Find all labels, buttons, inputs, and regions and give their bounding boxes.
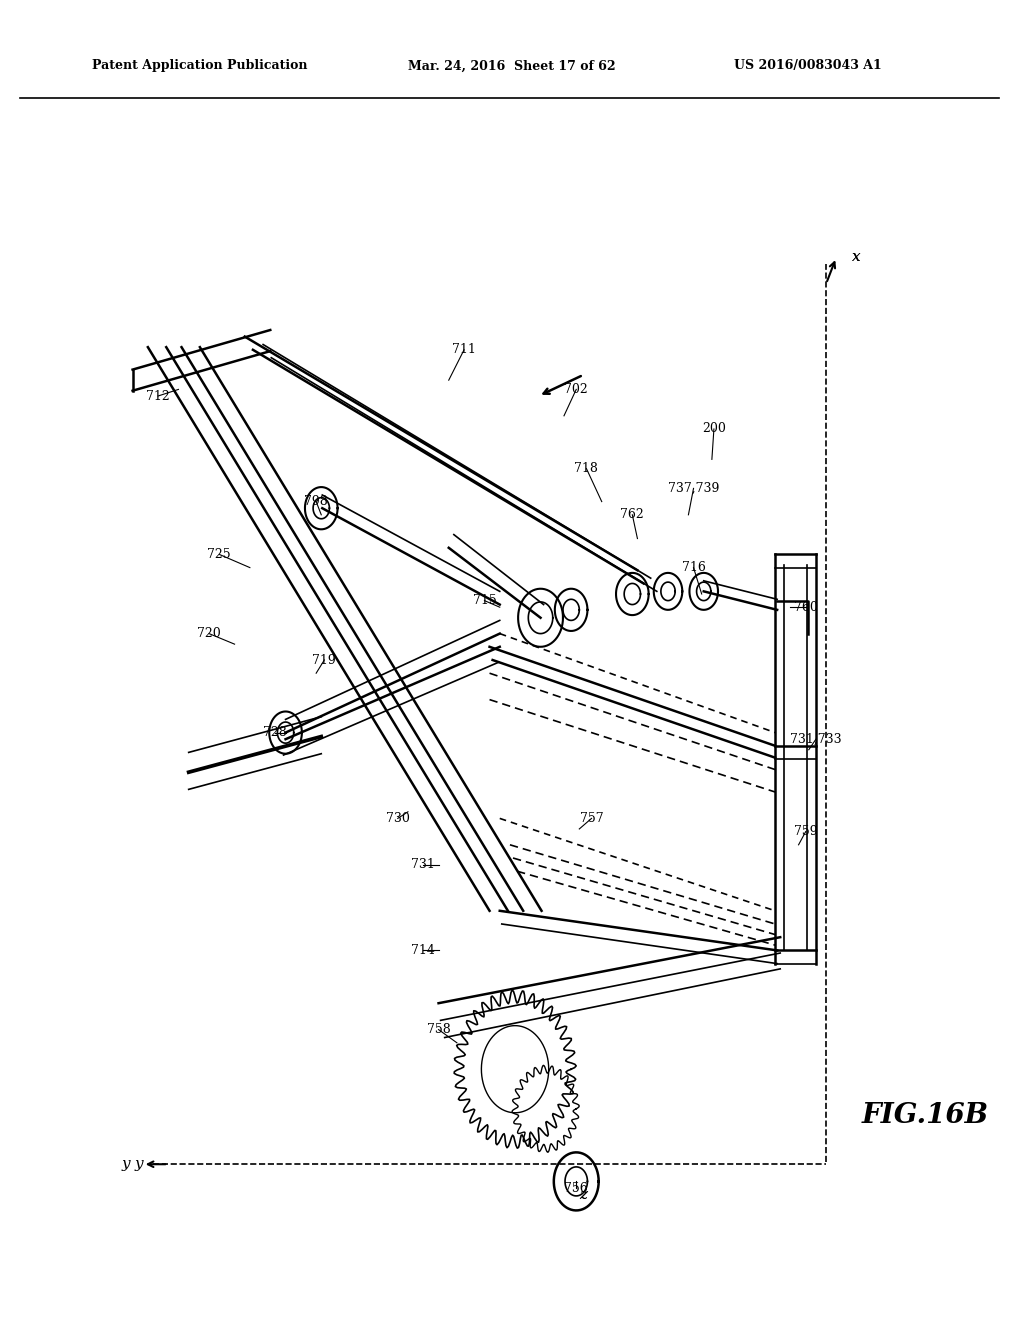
Text: 756: 756 bbox=[564, 1181, 588, 1195]
Text: 737,739: 737,739 bbox=[668, 482, 719, 495]
Text: 760: 760 bbox=[794, 601, 817, 614]
Text: 728: 728 bbox=[263, 726, 288, 739]
Text: z: z bbox=[580, 1188, 588, 1201]
Text: 731,733: 731,733 bbox=[791, 733, 842, 746]
Text: x: x bbox=[852, 251, 860, 264]
Text: 718: 718 bbox=[574, 462, 598, 475]
Text: 719: 719 bbox=[312, 653, 336, 667]
Text: 714: 714 bbox=[412, 944, 435, 957]
Text: x: x bbox=[852, 251, 860, 264]
Text: 715: 715 bbox=[472, 594, 497, 607]
Text: 757: 757 bbox=[580, 812, 603, 825]
Text: 762: 762 bbox=[621, 508, 644, 521]
Text: 759: 759 bbox=[794, 825, 817, 838]
Text: Mar. 24, 2016  Sheet 17 of 62: Mar. 24, 2016 Sheet 17 of 62 bbox=[408, 59, 615, 73]
Text: 725: 725 bbox=[208, 548, 231, 561]
Text: 716: 716 bbox=[682, 561, 706, 574]
Text: 712: 712 bbox=[146, 389, 170, 403]
Text: Patent Application Publication: Patent Application Publication bbox=[92, 59, 307, 73]
Text: 702: 702 bbox=[564, 383, 588, 396]
Text: US 2016/0083043 A1: US 2016/0083043 A1 bbox=[734, 59, 882, 73]
Text: 758: 758 bbox=[427, 1023, 451, 1036]
Text: 720: 720 bbox=[198, 627, 221, 640]
Text: FIG.16B: FIG.16B bbox=[862, 1102, 989, 1129]
Text: 798: 798 bbox=[304, 495, 328, 508]
Text: y: y bbox=[134, 1158, 142, 1171]
Text: 200: 200 bbox=[702, 422, 726, 436]
Text: 731: 731 bbox=[412, 858, 435, 871]
Text: y: y bbox=[122, 1158, 130, 1171]
Text: 730: 730 bbox=[386, 812, 410, 825]
Text: 711: 711 bbox=[453, 343, 476, 356]
Text: z: z bbox=[580, 1188, 588, 1201]
